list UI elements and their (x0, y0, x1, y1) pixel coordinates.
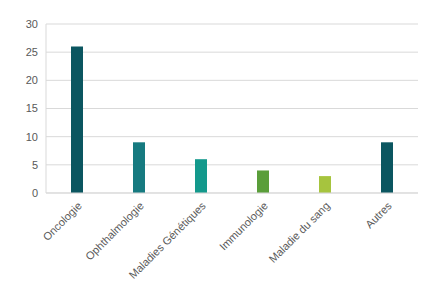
svg-text:Maladie du sang: Maladie du sang (266, 199, 332, 265)
svg-text:15: 15 (26, 102, 38, 114)
svg-text:10: 10 (26, 131, 38, 143)
svg-text:30: 30 (26, 18, 38, 30)
svg-text:Immunologie: Immunologie (217, 199, 270, 252)
svg-text:20: 20 (26, 74, 38, 86)
svg-text:25: 25 (26, 46, 38, 58)
svg-text:0: 0 (32, 187, 38, 199)
svg-text:5: 5 (32, 159, 38, 171)
svg-text:Oncologie: Oncologie (40, 199, 84, 243)
svg-text:Ophthalmologie: Ophthalmologie (83, 199, 146, 262)
svg-text:Autres: Autres (363, 199, 394, 230)
svg-text:Maladies Génétiques: Maladies Génétiques (126, 199, 208, 281)
